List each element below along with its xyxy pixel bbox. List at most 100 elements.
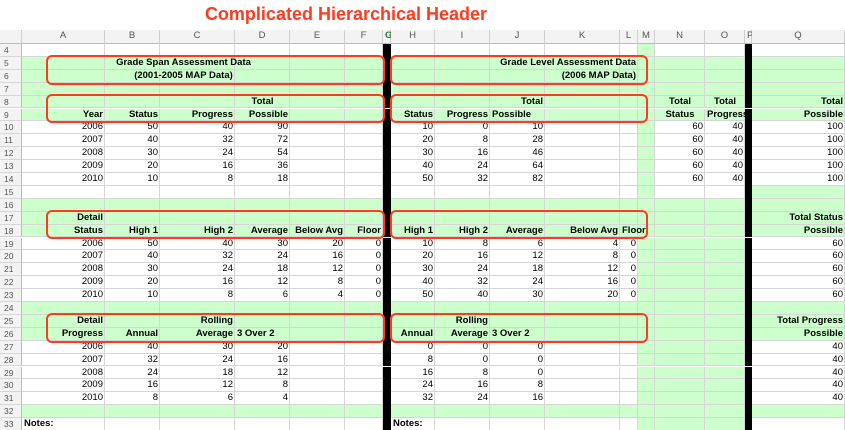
cell-m13[interactable] [638, 160, 655, 173]
column-header-p[interactable]: P [745, 30, 753, 44]
cell-h4[interactable] [391, 44, 435, 57]
cell-b27[interactable] [105, 340, 160, 354]
cell-e16[interactable] [290, 198, 345, 212]
cell-d12[interactable] [235, 147, 290, 161]
cell-c18[interactable] [160, 224, 235, 238]
cell-e21[interactable] [290, 263, 345, 277]
cell-n8[interactable] [655, 95, 705, 109]
cell-p6[interactable] [745, 69, 752, 83]
cell-e18[interactable] [290, 224, 345, 238]
cell-b32[interactable] [105, 405, 160, 419]
cell-e5[interactable] [290, 56, 345, 70]
cell-f28[interactable] [345, 353, 383, 367]
cell-d31[interactable] [235, 392, 290, 406]
column-header-h[interactable]: H [391, 30, 435, 44]
cell-q6[interactable] [752, 69, 845, 83]
cell-h31[interactable] [391, 392, 435, 406]
cell-m30[interactable] [638, 379, 655, 393]
cell-i32[interactable] [435, 405, 490, 419]
cell-b11[interactable] [105, 134, 160, 148]
cell-n10[interactable] [655, 121, 705, 135]
cell-b9[interactable] [105, 108, 160, 122]
cell-j24[interactable] [490, 302, 545, 315]
cell-b18[interactable] [105, 224, 160, 238]
column-header-e[interactable]: E [290, 30, 345, 44]
cell-o7[interactable] [705, 82, 745, 96]
cell-c15[interactable] [160, 185, 235, 199]
cell-e32[interactable] [290, 405, 345, 419]
cell-g18[interactable] [383, 224, 391, 238]
cell-a29[interactable] [22, 366, 105, 380]
cell-e7[interactable] [290, 82, 345, 96]
cell-j29[interactable] [490, 366, 545, 380]
cell-p12[interactable] [745, 147, 752, 161]
cell-k13[interactable] [545, 160, 620, 173]
cell-p5[interactable] [745, 56, 752, 70]
cell-b17[interactable] [105, 211, 160, 225]
cell-j11[interactable] [490, 134, 545, 148]
cell-g25[interactable] [383, 314, 391, 328]
cell-n29[interactable] [655, 366, 705, 380]
cell-p29[interactable] [745, 366, 752, 380]
cell-h10[interactable] [391, 121, 435, 135]
cell-f30[interactable] [345, 379, 383, 393]
cell-g28[interactable] [383, 353, 391, 367]
cell-l26[interactable] [620, 327, 638, 341]
cell-k29[interactable] [545, 366, 620, 380]
cell-j27[interactable] [490, 340, 545, 354]
cell-n19[interactable] [655, 237, 705, 251]
cell-g21[interactable] [383, 263, 391, 277]
cell-c24[interactable] [160, 302, 235, 315]
cell-b24[interactable] [105, 302, 160, 315]
cell-a28[interactable] [22, 353, 105, 367]
cell-k21[interactable] [545, 263, 620, 277]
cell-j20[interactable] [490, 250, 545, 264]
cell-p9[interactable] [745, 108, 752, 122]
cell-o27[interactable] [705, 340, 745, 354]
cell-k12[interactable] [545, 147, 620, 161]
cell-k4[interactable] [545, 44, 620, 57]
cell-o17[interactable] [705, 211, 745, 225]
cell-l22[interactable] [620, 276, 638, 290]
cell-m25[interactable] [638, 314, 655, 328]
cell-b4[interactable] [105, 44, 160, 57]
cell-j13[interactable] [490, 160, 545, 173]
cell-c27[interactable] [160, 340, 235, 354]
cell-e28[interactable] [290, 353, 345, 367]
cell-a13[interactable] [22, 160, 105, 173]
cell-i28[interactable] [435, 353, 490, 367]
cell-a14[interactable] [22, 173, 105, 186]
cell-b10[interactable] [105, 121, 160, 135]
cell-h27[interactable] [391, 340, 435, 354]
cell-h23[interactable] [391, 289, 435, 302]
row-header-4[interactable]: 4 [0, 44, 22, 57]
cell-h20[interactable] [391, 250, 435, 264]
column-header-o[interactable]: O [705, 30, 745, 44]
cell-a10[interactable] [22, 121, 105, 135]
cell-c17[interactable] [160, 211, 235, 225]
cell-b20[interactable] [105, 250, 160, 264]
cell-l15[interactable] [620, 185, 638, 199]
cell-d30[interactable] [235, 379, 290, 393]
cell-d5[interactable] [235, 56, 290, 70]
cell-f23[interactable] [345, 289, 383, 302]
cell-b25[interactable] [105, 314, 160, 328]
cell-b12[interactable] [105, 147, 160, 161]
cell-c5[interactable] [160, 56, 235, 70]
cell-a31[interactable] [22, 392, 105, 406]
cell-b13[interactable] [105, 160, 160, 173]
cell-a25[interactable] [22, 314, 105, 328]
cell-f20[interactable] [345, 250, 383, 264]
cell-e15[interactable] [290, 185, 345, 199]
cell-k17[interactable] [545, 211, 620, 225]
row-header-5[interactable]: 5 [0, 56, 22, 70]
cell-g6[interactable] [383, 69, 391, 83]
cell-m10[interactable] [638, 121, 655, 135]
cell-g4[interactable] [383, 44, 391, 57]
cell-l17[interactable] [620, 211, 638, 225]
cell-g12[interactable] [383, 147, 391, 161]
cell-m31[interactable] [638, 392, 655, 406]
cell-g17[interactable] [383, 211, 391, 225]
row-header-14[interactable]: 14 [0, 173, 22, 186]
cell-g26[interactable] [383, 327, 391, 341]
